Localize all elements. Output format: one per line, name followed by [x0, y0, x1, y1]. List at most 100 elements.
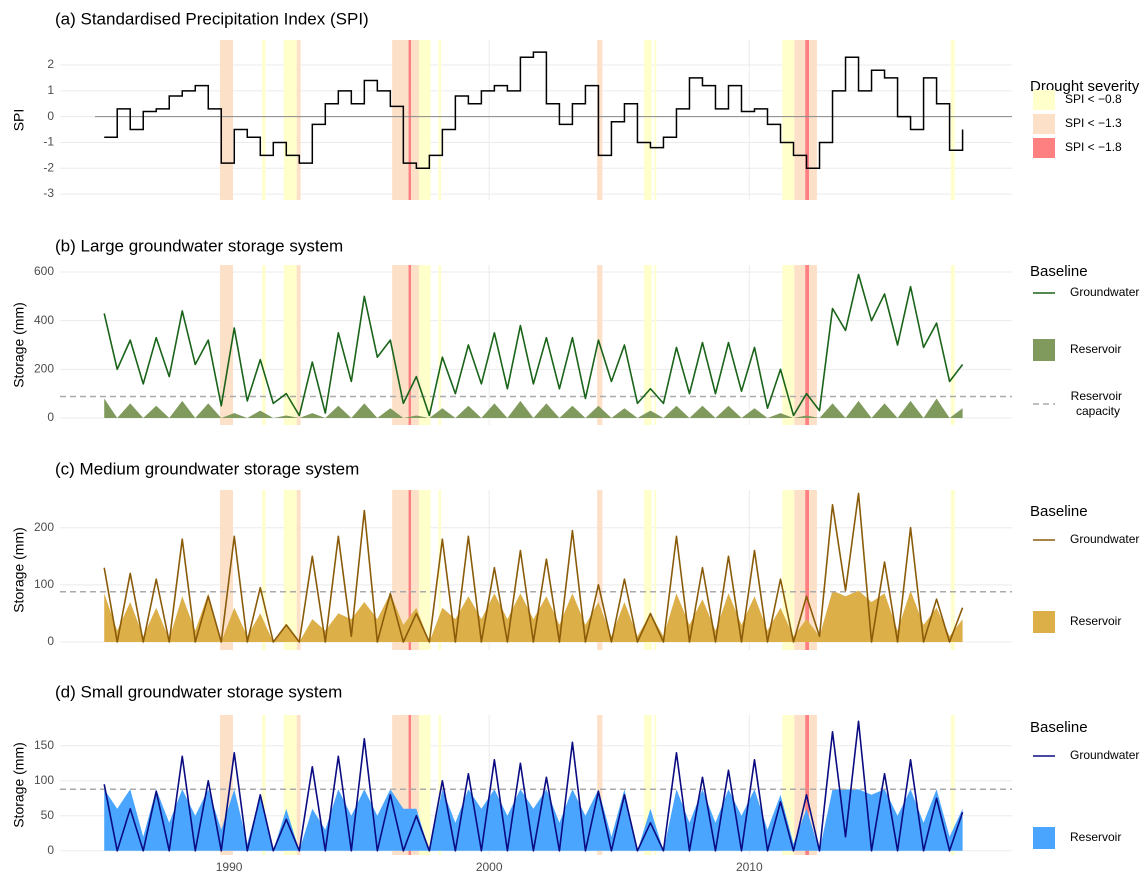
- drought-band: [654, 265, 657, 425]
- x-tick-label: 1990: [216, 860, 243, 874]
- panel-title: (c) Medium groundwater storage system: [55, 459, 359, 478]
- drought-band: [283, 265, 297, 425]
- y-tick-label: 0: [47, 410, 54, 424]
- groundwater-line: [103, 492, 964, 643]
- panel-title: (b) Large groundwater storage system: [55, 236, 343, 255]
- drought-band: [950, 265, 955, 425]
- groundwater-line: [103, 720, 964, 852]
- drought-band: [438, 265, 442, 425]
- drought-band: [654, 715, 657, 855]
- y-tick-label: 600: [34, 264, 54, 278]
- legend-title: Baseline: [1030, 263, 1088, 280]
- panel-title: (d) Small groundwater storage system: [55, 682, 342, 701]
- drought-band: [438, 715, 442, 855]
- drought-band: [219, 40, 233, 200]
- drought-band: [654, 40, 657, 200]
- drought-band: [805, 490, 810, 650]
- groundwater-line: [103, 273, 964, 417]
- drought-band: [794, 715, 806, 855]
- y-axis-label: Storage (mm): [11, 742, 27, 828]
- drought-band: [782, 490, 795, 650]
- drought-band: [219, 490, 233, 650]
- drought-band: [408, 490, 412, 650]
- y-tick-label: -3: [43, 186, 54, 200]
- drought-band: [597, 40, 603, 200]
- drought-band: [782, 265, 795, 425]
- legend-label: Groundwater: [1070, 532, 1139, 546]
- drought-band: [408, 40, 412, 200]
- legend-label-line: Reservoir: [1071, 389, 1126, 403]
- drought-band: [782, 40, 795, 200]
- y-tick-label: 150: [34, 738, 54, 752]
- y-axis-label: Storage (mm): [11, 527, 27, 613]
- legend-swatch: [1033, 339, 1055, 361]
- drought-band: [597, 490, 603, 650]
- reservoir-area: [104, 789, 963, 851]
- reservoir-area: [104, 590, 963, 642]
- drought-band: [782, 715, 795, 855]
- drought-band: [411, 40, 419, 200]
- y-axis-label: Storage (mm): [11, 302, 27, 388]
- drought-band: [809, 265, 817, 425]
- drought-band: [296, 490, 301, 650]
- y-tick-label: 100: [34, 577, 54, 591]
- y-tick-label: 50: [41, 808, 55, 822]
- drought-band: [597, 715, 603, 855]
- drought-band: [643, 490, 652, 650]
- drought-band: [809, 40, 817, 200]
- legend-label: Reservoir: [1070, 614, 1121, 628]
- y-tick-label: 2: [47, 57, 54, 71]
- panel-title: (a) Standardised Precipitation Index (SP…: [55, 9, 369, 28]
- y-tick-label: 400: [34, 313, 54, 327]
- reservoir-area: [104, 398, 963, 418]
- drought-band: [794, 490, 806, 650]
- drought-band: [805, 265, 810, 425]
- legend-label: Reservoir: [1070, 830, 1121, 844]
- drought-band: [296, 40, 301, 200]
- drought-band: [950, 40, 955, 200]
- drought-band: [262, 715, 266, 855]
- y-tick-label: 100: [34, 773, 54, 787]
- y-tick-label: 0: [47, 634, 54, 648]
- drought-band: [950, 715, 955, 855]
- legend-swatch: [1033, 138, 1055, 158]
- y-tick-label: 0: [47, 109, 54, 123]
- legend-label: Reservoir: [1070, 342, 1121, 356]
- spi-line: [104, 51, 964, 170]
- legend-swatch: [1033, 827, 1055, 849]
- drought-band: [643, 40, 652, 200]
- drought-band: [805, 715, 810, 855]
- drought-band: [408, 265, 412, 425]
- legend-title: Baseline: [1030, 503, 1088, 520]
- drought-band: [408, 715, 412, 855]
- x-tick-label: 2010: [736, 860, 763, 874]
- legend-label-line: capacity: [1076, 404, 1120, 418]
- drought-band: [411, 265, 419, 425]
- legend-swatch: [1033, 114, 1055, 134]
- legend-title: Baseline: [1030, 719, 1088, 736]
- drought-band: [283, 40, 297, 200]
- legend-swatch: [1033, 90, 1055, 110]
- drought-band: [643, 715, 652, 855]
- drought-band: [809, 715, 817, 855]
- drought-band: [283, 490, 297, 650]
- drought-band: [794, 40, 806, 200]
- drought-band: [805, 40, 810, 200]
- y-tick-label: -1: [43, 135, 54, 149]
- drought-band: [296, 265, 301, 425]
- drought-band: [262, 40, 266, 200]
- legend-label: SPI < −0.8: [1065, 92, 1122, 106]
- y-tick-label: 1: [47, 83, 54, 97]
- legend-label: SPI < −1.3: [1065, 116, 1122, 130]
- y-axis-label: SPI: [11, 109, 27, 132]
- drought-band: [438, 490, 442, 650]
- drought-band: [262, 265, 266, 425]
- drought-band: [418, 40, 431, 200]
- legend-title: Drought severity: [1030, 78, 1140, 95]
- drought-band: [643, 265, 652, 425]
- y-tick-label: 0: [47, 843, 54, 857]
- drought-band: [411, 490, 419, 650]
- drought-band: [411, 715, 419, 855]
- drought-band: [654, 490, 657, 650]
